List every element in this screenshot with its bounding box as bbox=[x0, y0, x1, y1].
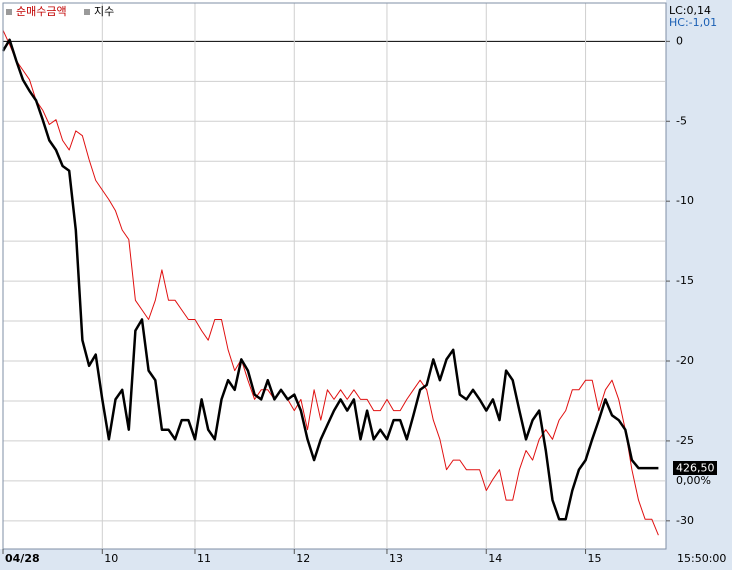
legend-swatch bbox=[6, 9, 12, 15]
y-tick-label: 0 bbox=[676, 34, 683, 47]
y-tick-label: -30 bbox=[676, 514, 694, 527]
x-tick-label: 04/28 bbox=[5, 552, 40, 565]
time-label: 15:50:00 bbox=[677, 552, 726, 565]
grid-layer bbox=[3, 3, 665, 548]
x-tick-label: 12 bbox=[296, 552, 310, 565]
x-tick-label: 11 bbox=[197, 552, 211, 565]
legend-label: 순매수금액 bbox=[16, 5, 67, 18]
x-tick-label: 10 bbox=[104, 552, 118, 565]
y-tick-label: -25 bbox=[676, 434, 694, 447]
y-tick-label: -10 bbox=[676, 194, 694, 207]
x-tick-label: 15 bbox=[588, 552, 602, 565]
series-layer bbox=[1, 29, 659, 536]
x-tick-label: 13 bbox=[389, 552, 403, 565]
hc-label: HC:-1,01 bbox=[669, 16, 717, 29]
plot-border bbox=[2, 2, 667, 550]
lc-label: LC:0,14 bbox=[669, 4, 711, 17]
last-price: 426,50 bbox=[676, 462, 715, 475]
legend-swatch bbox=[84, 9, 90, 15]
y-tick-label: -5 bbox=[676, 114, 687, 127]
legend-label: 지수 bbox=[94, 5, 114, 18]
x-tick-label: 14 bbox=[488, 552, 502, 565]
change-label: 0,00% bbox=[676, 474, 711, 487]
y-tick-label: -20 bbox=[676, 354, 694, 367]
series-line bbox=[2, 29, 659, 536]
bottom-axis-panel bbox=[0, 549, 732, 570]
y-tick-label: -15 bbox=[676, 274, 694, 287]
price-tag bbox=[673, 461, 717, 475]
series-line bbox=[1, 38, 659, 521]
